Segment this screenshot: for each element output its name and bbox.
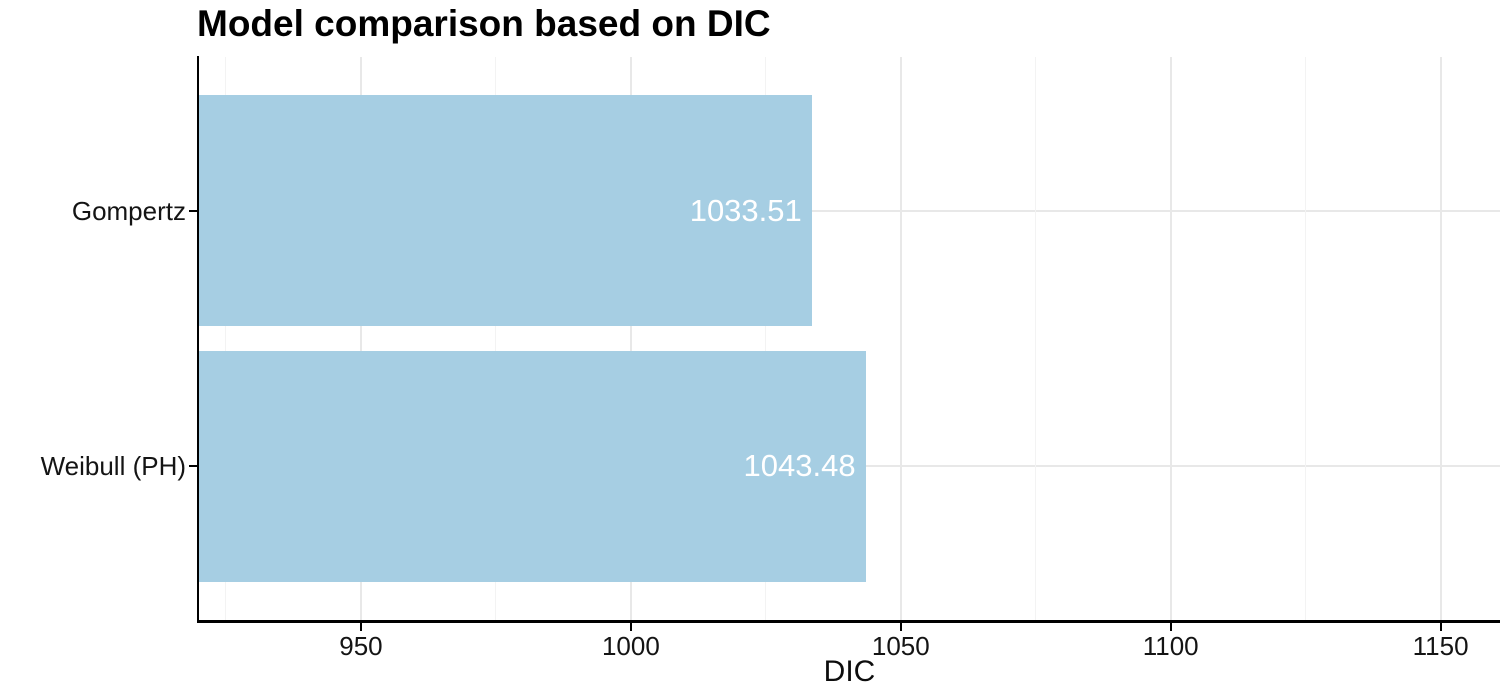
gridline-major-1050 [899,57,902,620]
x-tick-label-950: 950 [339,631,383,661]
gridline-major-1000 [629,57,632,620]
gridline-minor-1125 [1305,57,1307,620]
chart-title: Model comparison based on DIC [197,3,771,44]
gridline-minor-1025 [765,57,767,620]
x-axis-line [197,620,1500,623]
x-tick-label-1050: 1050 [871,631,930,661]
gridline-major-950 [359,57,362,620]
y-tick-label-gompertz: Gompertz [71,195,186,226]
gridline-minor-925 [225,57,227,620]
y-tick-label-weibull-ph: Weibull (PH) [40,451,186,482]
gridline-minor-975 [495,57,497,620]
gridline-horizontal-gompertz [199,209,1500,212]
x-tick-mark-1050 [899,623,902,631]
x-tick-label-1100: 1100 [1142,631,1199,661]
y-tick-mark-weibull-ph [189,465,197,468]
x-tick-label-1150: 1150 [1412,631,1469,661]
bar-value-label-gompertz: 1033.51 [689,192,802,228]
x-tick-label-1000: 1000 [601,631,660,661]
gridline-major-1100 [1169,57,1172,620]
x-tick-mark-1100 [1169,623,1172,631]
x-tick-mark-950 [359,623,362,631]
bar-gompertz [199,95,812,326]
y-axis-line [197,56,199,623]
x-tick-mark-1150 [1439,623,1442,631]
gridline-major-1150 [1439,57,1442,620]
bar-weibull-ph [199,351,866,582]
gridline-minor-1075 [1035,57,1037,620]
y-tick-mark-gompertz [189,209,197,212]
x-tick-mark-1000 [629,623,632,631]
bar-value-label-weibull-ph: 1043.48 [743,448,856,484]
x-axis-title: DIC [823,655,876,688]
